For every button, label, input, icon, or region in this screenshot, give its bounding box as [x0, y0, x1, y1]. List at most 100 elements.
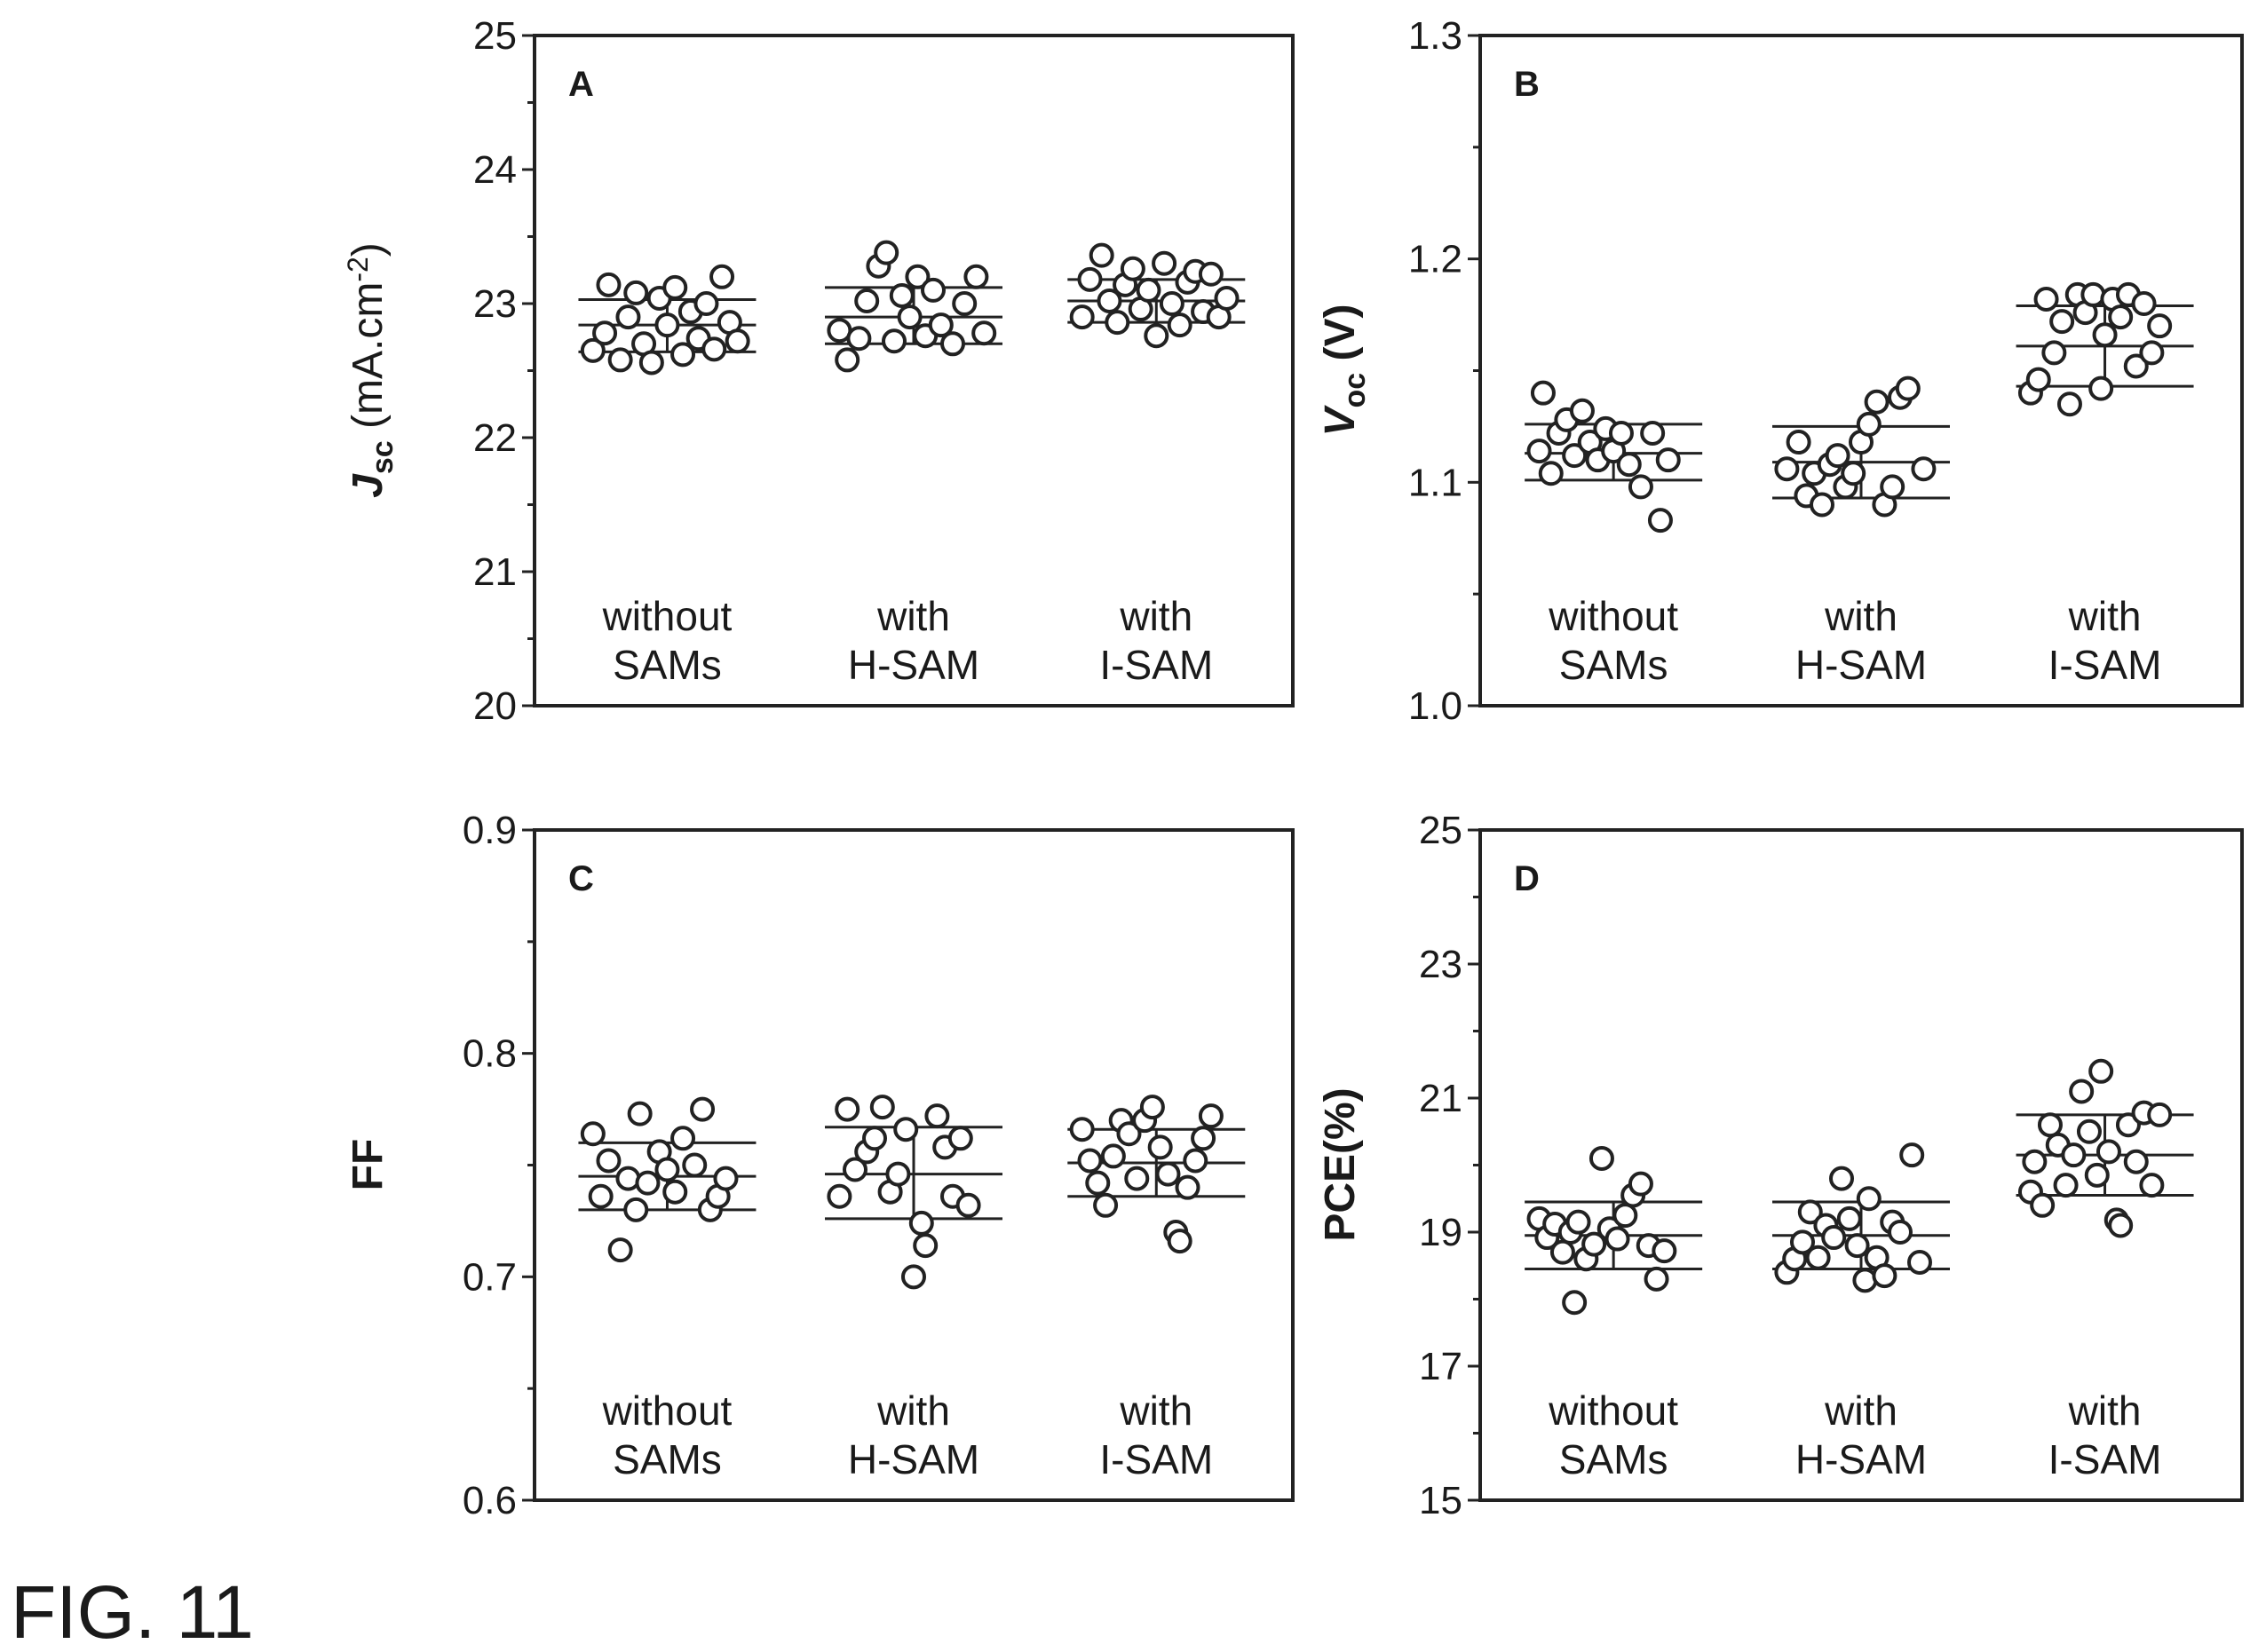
data-point — [1069, 304, 1095, 330]
chart-panel-c: 0.60.70.80.9CFFwithoutSAMswithH-SAMwithI… — [345, 809, 1295, 1522]
data-point — [713, 1166, 739, 1191]
data-point — [1191, 1126, 1216, 1151]
data-point — [2056, 391, 2082, 417]
y-tick-label: 0.7 — [463, 1255, 517, 1299]
y-axis-title-unit: (V) — [1317, 304, 1364, 372]
data-point — [725, 328, 750, 354]
data-point — [654, 1157, 680, 1182]
data-point — [1805, 1245, 1831, 1270]
category-label-line1: without — [602, 1387, 733, 1434]
data-point — [693, 291, 719, 316]
y-tick-label: 0.9 — [463, 809, 517, 852]
data-point — [2033, 286, 2059, 312]
data-point — [1899, 1142, 1925, 1168]
data-point — [2061, 1142, 2087, 1168]
y-axis-title: PCE(%) — [1317, 1087, 1364, 1241]
data-point — [1647, 508, 1673, 534]
data-point — [835, 347, 860, 373]
data-point — [908, 1210, 934, 1236]
data-point — [827, 1183, 852, 1209]
y-tick-label: 1.1 — [1408, 461, 1462, 504]
data-point — [2108, 1213, 2134, 1238]
data-point — [615, 1166, 641, 1191]
data-point — [1139, 1095, 1165, 1120]
data-point — [921, 277, 946, 303]
data-point — [1844, 1233, 1870, 1259]
category-label-line2: SAMs — [613, 642, 722, 688]
data-point — [1167, 312, 1192, 338]
data-point — [913, 1233, 939, 1259]
data-point — [1077, 266, 1103, 292]
data-point — [1829, 1166, 1854, 1191]
data-point — [615, 304, 641, 330]
data-point — [2123, 1149, 2149, 1174]
data-point — [1077, 1148, 1103, 1174]
y-tick-label: 17 — [1419, 1345, 1462, 1388]
data-point — [869, 1095, 895, 1120]
data-point — [862, 1126, 887, 1151]
data-point — [1774, 456, 1800, 482]
data-point — [2139, 1173, 2165, 1198]
data-point — [1198, 1103, 1224, 1129]
data-point — [1198, 261, 1224, 287]
data-point — [1549, 1239, 1575, 1265]
category-label-line1: with — [1824, 1387, 1897, 1434]
category-label-line1: with — [876, 1387, 950, 1434]
data-point — [1144, 323, 1169, 349]
data-point — [1159, 291, 1184, 316]
data-point — [1880, 474, 1905, 500]
data-point — [1167, 1229, 1192, 1254]
y-axis-title: Voc (V) — [1317, 304, 1372, 436]
data-point — [682, 1152, 708, 1178]
y-tick-label: 21 — [1419, 1077, 1462, 1120]
data-point — [940, 331, 965, 357]
data-point — [955, 1192, 981, 1218]
data-point — [2108, 304, 2134, 330]
y-tick-label: 1.3 — [1408, 14, 1462, 58]
data-point — [1911, 456, 1937, 482]
data-point — [1907, 1249, 1932, 1275]
data-point — [1116, 1121, 1142, 1147]
data-point — [1569, 398, 1595, 423]
y-axis-title-main: PCE(%) — [1317, 1087, 1364, 1241]
panel-letter: C — [568, 859, 594, 898]
category-label-line2: H-SAM — [1795, 1436, 1927, 1482]
data-point — [2080, 281, 2106, 307]
y-tick-label: 0.8 — [463, 1032, 517, 1076]
data-point — [905, 264, 931, 289]
data-point — [2131, 291, 2157, 316]
data-point — [1588, 1145, 1614, 1171]
data-point — [1655, 447, 1681, 473]
data-point — [1538, 461, 1564, 486]
data-point — [654, 312, 680, 338]
panel-letter: B — [1514, 65, 1540, 104]
data-point — [2123, 353, 2149, 379]
y-tick-label: 24 — [473, 148, 517, 192]
data-point — [596, 1148, 622, 1174]
data-point — [1612, 1203, 1638, 1229]
data-point — [2147, 313, 2173, 339]
category-label-line1: without — [1548, 593, 1678, 639]
data-point — [1810, 492, 1834, 518]
data-point — [1120, 256, 1145, 281]
data-point — [662, 1179, 688, 1205]
data-point — [854, 288, 880, 313]
data-point — [1093, 1192, 1119, 1218]
y-axis-title-main: FF — [345, 1139, 392, 1191]
data-point — [701, 336, 727, 362]
data-point — [2088, 375, 2114, 401]
data-point — [2041, 340, 2067, 366]
data-point — [928, 312, 954, 338]
category-label-line1: with — [1119, 1387, 1192, 1434]
y-tick-label: 23 — [1419, 943, 1462, 986]
y-tick-label: 23 — [473, 282, 517, 326]
data-point — [1616, 452, 1642, 478]
data-point — [1152, 250, 1177, 276]
category-label-line2: H-SAM — [848, 1436, 979, 1482]
data-point — [2084, 1162, 2110, 1188]
category-label-line1: with — [2068, 593, 2142, 639]
